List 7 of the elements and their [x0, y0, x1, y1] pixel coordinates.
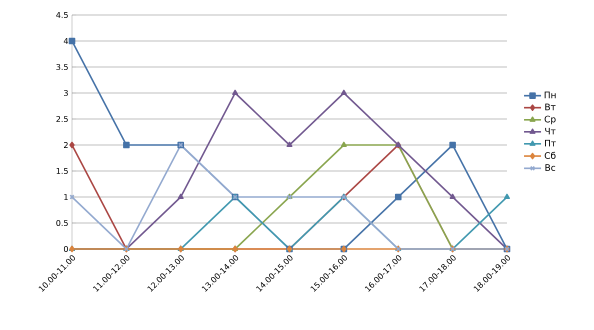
legend-label: Пт [545, 140, 556, 146]
legend-label: Ср [544, 116, 556, 124]
legend-label: Сб [544, 152, 556, 159]
legend-label: Чт [545, 128, 556, 134]
legend-label: Вт [545, 104, 556, 110]
legend-label: Пн [544, 92, 556, 98]
legend-label: Вс [545, 164, 556, 171]
